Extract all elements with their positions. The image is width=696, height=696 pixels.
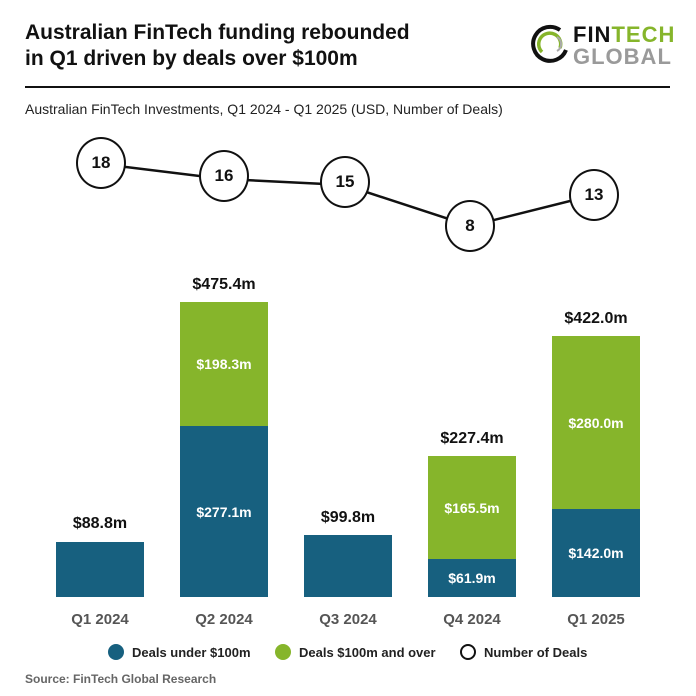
bar-q3-2024-under xyxy=(304,535,392,597)
deals-bubble-q4-2024: 8 xyxy=(445,200,495,252)
total-q4-2024: $227.4m xyxy=(440,430,504,447)
deals-bubble-q1-2025: 13 xyxy=(569,169,619,221)
fintech-global-logo: FINTECH GLOBAL xyxy=(530,22,680,72)
bar-q1-2025-over: $280.0m xyxy=(552,336,640,509)
legend-dot-under-icon xyxy=(108,644,124,660)
bar-q4-2024-over: $165.5m xyxy=(428,456,516,559)
bar-q4-2024-under: $61.9m xyxy=(428,559,516,597)
logo-word-global: GLOBAL xyxy=(573,44,672,69)
x-label-q1-2025: Q1 2025 xyxy=(567,611,625,628)
x-label-q3-2024: Q3 2024 xyxy=(319,611,377,628)
legend-label-deals: Number of Deals xyxy=(484,644,588,660)
legend-item-over: Deals $100m and over xyxy=(275,644,436,660)
legend-label-under: Deals under $100m xyxy=(132,644,251,660)
source-note: Source: FinTech Global Research xyxy=(25,672,217,686)
legend-item-under: Deals under $100m xyxy=(108,644,251,660)
bar-q1-2025-under: $142.0m xyxy=(552,509,640,597)
deals-bubble-q2-2024: 16 xyxy=(199,150,249,202)
chart-title: Australian FinTech funding rebounded in … xyxy=(25,20,465,72)
title-line-1: Australian FinTech funding rebounded xyxy=(25,21,410,44)
total-q1-2025: $422.0m xyxy=(564,310,628,327)
chart-subtitle: Australian FinTech Investments, Q1 2024 … xyxy=(25,101,503,117)
legend-item-deals: Number of Deals xyxy=(460,644,587,660)
logo-ring-icon xyxy=(531,24,568,63)
bar-q2-2024-over: $198.3m xyxy=(180,302,268,426)
bar-q2-2024-under: $277.1m xyxy=(180,426,268,597)
legend-label-over: Deals $100m and over xyxy=(299,644,436,660)
total-q1-2024: $88.8m xyxy=(72,515,128,532)
logo-word-fintech: FINTECH xyxy=(573,22,676,47)
title-line-2: in Q1 driven by deals over $100m xyxy=(25,47,358,70)
x-label-q2-2024: Q2 2024 xyxy=(195,611,253,628)
legend-circle-deals-icon xyxy=(460,644,476,660)
total-q3-2024: $99.8m xyxy=(320,509,376,526)
total-q2-2024: $475.4m xyxy=(192,276,256,293)
x-label-q1-2024: Q1 2024 xyxy=(71,611,129,628)
x-label-q4-2024: Q4 2024 xyxy=(443,611,501,628)
bar-q1-2024-under xyxy=(56,542,144,597)
legend-dot-over-icon xyxy=(275,644,291,660)
deals-bubble-q3-2024: 15 xyxy=(320,156,370,208)
deals-bubble-q1-2024: 18 xyxy=(76,137,126,189)
header-divider xyxy=(25,86,670,88)
chart-legend: Deals under $100m Deals $100m and over N… xyxy=(0,644,696,666)
